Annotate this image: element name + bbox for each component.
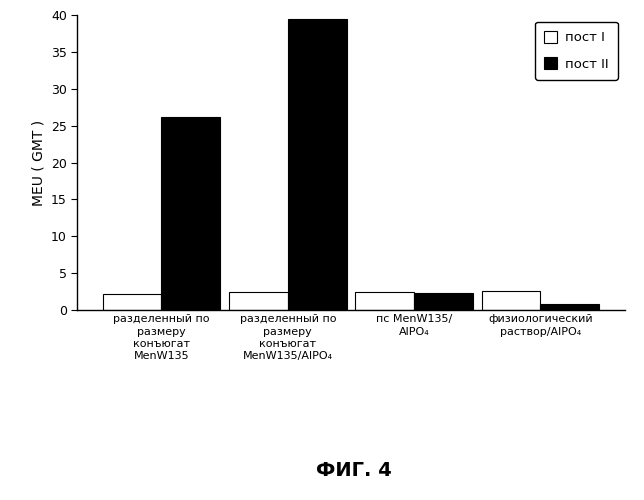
Text: ФИГ. 4: ФИГ. 4 (316, 461, 392, 480)
Bar (540, 304, 600, 310)
Bar (288, 18, 346, 310)
Legend: пост I, пост II: пост I, пост II (535, 22, 618, 80)
Bar (355, 292, 414, 310)
Bar (102, 294, 162, 310)
Bar (162, 117, 220, 310)
Bar (482, 291, 540, 310)
Y-axis label: MEU ( GMT ): MEU ( GMT ) (32, 120, 46, 206)
Bar (229, 292, 288, 310)
Bar (414, 293, 473, 310)
